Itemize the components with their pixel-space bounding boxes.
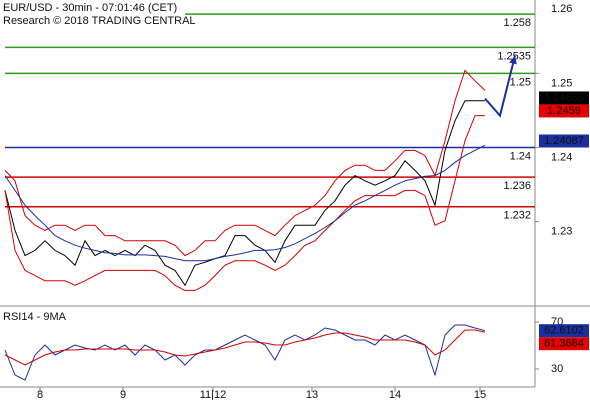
series-line <box>4 144 486 262</box>
price-box <box>539 324 589 338</box>
chart-title: EUR/USD - 30min - 07:01:46 (CET) <box>3 2 177 14</box>
price-box <box>539 91 589 105</box>
panel-title: RSI14 - 9MA <box>3 311 67 323</box>
y-tick-label: 1.24 <box>551 151 572 163</box>
y-tick-label: 1.23 <box>551 225 572 237</box>
chart-subtitle: Research © 2018 TRADING CENTRAL <box>3 15 196 27</box>
arrow-head <box>509 55 517 65</box>
price-label: 1.24087 <box>544 135 584 147</box>
y-tick-label: 30 <box>551 363 563 375</box>
x-tick-label: 13 <box>306 389 318 400</box>
price-box <box>539 337 589 351</box>
price-box <box>539 104 589 118</box>
level-label: 1.25 <box>510 76 531 88</box>
price-label: 1.2459 <box>547 105 581 117</box>
series-line <box>4 100 485 287</box>
x-tick-label: 8 <box>37 389 43 400</box>
price-label: 1.24668 <box>544 92 584 104</box>
x-tick-label: 15 <box>474 389 486 400</box>
price-label: 61.3684 <box>544 338 584 350</box>
x-tick-label: 11|12 <box>200 389 227 400</box>
level-label: 1.258 <box>503 17 531 29</box>
level-label: 1.236 <box>503 180 531 192</box>
series-line <box>4 329 486 366</box>
series-line <box>4 69 486 257</box>
x-tick-label: 14 <box>389 389 401 400</box>
projection-line <box>484 55 516 118</box>
price-box <box>539 134 589 148</box>
price-label: 62.6102 <box>544 325 584 337</box>
series-line <box>4 324 486 381</box>
level-label: 1.24 <box>510 150 531 162</box>
y-tick-label: 1.25 <box>551 77 572 89</box>
series-line <box>4 115 485 291</box>
y-tick-label: 1.26 <box>551 3 572 15</box>
level-label: 1.232 <box>503 210 531 222</box>
x-tick-label: 9 <box>120 389 126 400</box>
